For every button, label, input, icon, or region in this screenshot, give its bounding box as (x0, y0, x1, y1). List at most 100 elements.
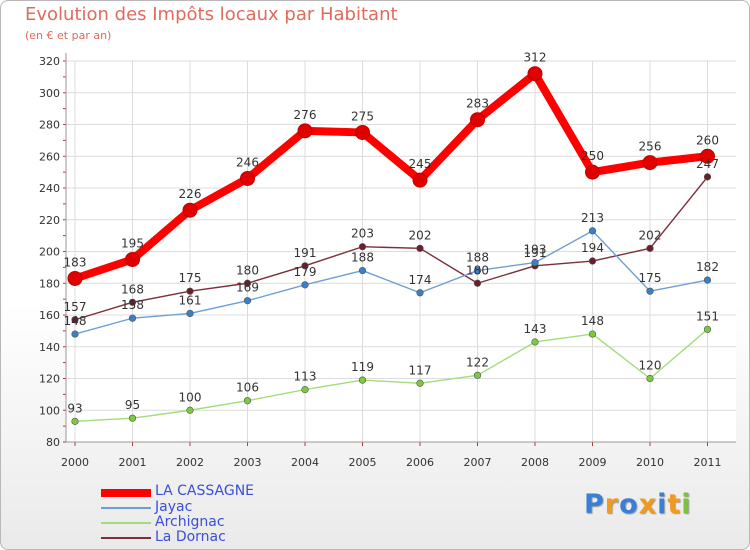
data-point (416, 379, 424, 387)
y-tick-label: 160 (39, 309, 60, 322)
data-label: 175 (639, 271, 662, 285)
data-point (243, 297, 252, 305)
y-tick-label: 120 (39, 373, 60, 386)
series-line-la-dornac (74, 176, 709, 321)
data-label: 169 (236, 281, 259, 295)
data-point (358, 243, 367, 251)
legend-label: Archignac (155, 514, 225, 530)
data-point (588, 330, 597, 338)
logo-letter: x (638, 489, 658, 520)
data-label: 246 (236, 155, 259, 169)
data-label: 194 (581, 241, 604, 255)
data-label: 179 (294, 265, 317, 279)
series-line-la-cassagne (71, 69, 712, 283)
data-point (243, 279, 252, 287)
y-tick-label: 80 (46, 436, 60, 449)
legend-swatch (101, 489, 151, 497)
x-tick-label: 2004 (291, 456, 319, 469)
y-tick-label: 140 (39, 341, 60, 354)
y-tick-label: 260 (39, 150, 60, 163)
legend-swatch (101, 507, 151, 509)
logo-letter: r (604, 489, 620, 520)
data-point (125, 251, 140, 267)
data-point (703, 173, 712, 181)
data-label: 245 (409, 157, 432, 171)
data-label: 188 (351, 251, 374, 265)
y-tick-label: 240 (39, 182, 60, 195)
data-label: 193 (524, 243, 547, 257)
data-label: 119 (351, 360, 374, 374)
legend-label: Jayac (155, 499, 193, 515)
data-point (128, 314, 137, 322)
data-point (186, 309, 194, 318)
data-label: 113 (294, 370, 317, 384)
data-label: 182 (696, 260, 719, 274)
data-point (473, 266, 482, 275)
data-label: 283 (466, 97, 489, 111)
data-point (358, 266, 367, 275)
data-point (585, 164, 600, 180)
y-tick-label: 100 (39, 404, 60, 417)
data-label: 213 (581, 211, 604, 225)
data-point (642, 155, 658, 171)
logo-letter: o (619, 489, 639, 520)
data-point (358, 376, 367, 384)
x-tick-label: 2009 (579, 456, 607, 469)
data-point (470, 112, 485, 128)
data-label: 180 (236, 263, 259, 277)
logo-letter: P (584, 489, 605, 520)
data-point (186, 406, 194, 414)
legend-item-la-dornac: La Dornac (101, 529, 361, 546)
data-label: 202 (639, 228, 662, 242)
legend-swatch (101, 537, 151, 539)
data-label: 148 (64, 314, 87, 328)
y-tick-label: 320 (39, 55, 60, 68)
proxiti-logo: Proxiti (584, 489, 692, 520)
data-point (71, 330, 79, 338)
legend-label: LA CASSAGNE (155, 483, 255, 499)
data-point (703, 325, 712, 333)
data-point (703, 276, 712, 284)
data-label: 276 (294, 108, 317, 122)
data-point (297, 123, 313, 139)
x-tick-label: 2005 (349, 456, 377, 469)
data-label: 180 (466, 263, 489, 277)
logo-letter: i (681, 489, 692, 520)
data-point (646, 244, 654, 252)
data-label: 143 (524, 322, 547, 336)
data-point (646, 287, 654, 295)
data-label: 106 (236, 381, 259, 395)
legend-item-archignac: Archignac (101, 514, 361, 531)
data-point (243, 397, 252, 405)
data-point (71, 417, 79, 425)
data-label: 120 (639, 359, 662, 373)
data-point (700, 148, 715, 164)
x-tick-label: 2002 (176, 456, 204, 469)
data-point (301, 281, 309, 289)
y-tick-label: 300 (39, 87, 60, 100)
data-label: 247 (696, 157, 719, 171)
data-point (588, 227, 597, 235)
data-point (182, 202, 198, 218)
chart-subtitle: (en € et par an) (25, 29, 112, 42)
x-tick-label: 2006 (406, 456, 434, 469)
data-label: 275 (351, 109, 374, 123)
legend-item-la-cassagne: LA CASSAGNE (101, 483, 361, 500)
data-label: 175 (179, 271, 202, 285)
data-label: 161 (179, 293, 202, 307)
data-point (67, 270, 83, 286)
data-point (128, 414, 137, 422)
data-point (473, 371, 482, 379)
data-label: 260 (696, 133, 719, 147)
data-label: 203 (351, 227, 374, 241)
data-point (301, 386, 309, 394)
x-tick-label: 2001 (119, 456, 147, 469)
data-point (588, 257, 597, 265)
data-label: 174 (409, 273, 432, 287)
y-tick-label: 200 (39, 246, 60, 259)
y-tick-label: 180 (39, 277, 60, 290)
data-point (473, 279, 482, 287)
data-point (527, 66, 543, 82)
x-tick-label: 2007 (464, 456, 492, 469)
